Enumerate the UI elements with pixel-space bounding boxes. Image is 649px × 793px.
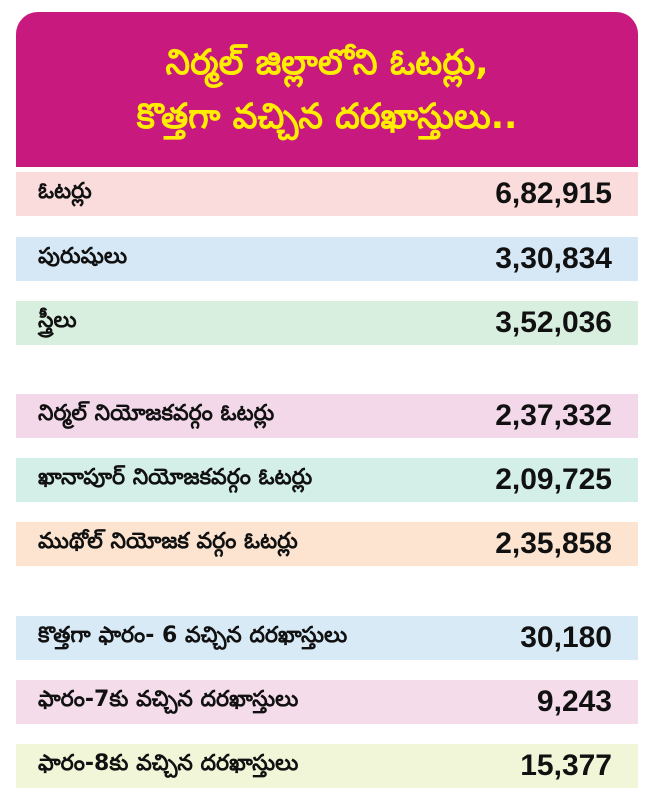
row-value: 2,09,725 [495, 463, 612, 496]
row-label: నిర్మల్ నియోజకవర్గం ఓటర్లు [38, 401, 275, 426]
row-label: ఫారం-8కు వచ్చిన దరఖాస్తులు [38, 751, 299, 776]
row-nirmal-constituency: నిర్మల్ నియోజకవర్గం ఓటర్లు 2,37,332 [16, 394, 638, 438]
row-total-voters: ఓటర్లు 6,82,915 [16, 172, 638, 216]
row-label: కొత్తగా ఫారం- 6 వచ్చిన దరఖాస్తులు [38, 623, 348, 648]
row-form6-applications: కొత్తగా ఫారం- 6 వచ్చిన దరఖాస్తులు 30,180 [16, 616, 638, 660]
row-value: 9,243 [536, 685, 612, 718]
row-female-voters: స్త్రీలు 3,52,036 [16, 301, 638, 345]
row-value: 30,180 [520, 621, 612, 654]
row-value: 2,35,858 [495, 527, 612, 560]
title-line-2: కొత్తగా వచ్చిన దరఖాస్తులు.. [136, 96, 518, 137]
row-value: 3,30,834 [495, 242, 612, 275]
row-mudhol-constituency: ముథోల్ నియోజక వర్గం ఓటర్లు 2,35,858 [16, 522, 638, 566]
row-label: ఫారం-7కు వచ్చిన దరఖాస్తులు [38, 687, 299, 712]
row-value: 2,37,332 [495, 399, 612, 432]
row-label: స్త్రీలు [38, 308, 77, 333]
row-label: పురుషులు [38, 244, 128, 269]
title-line-1: నిర్మల్ జిల్లాలోని ఓటర్లు, [165, 42, 489, 83]
row-label: ఖానాపూర్ నియోజకవర్గం ఓటర్లు [38, 465, 313, 490]
row-form7-applications: ఫారం-7కు వచ్చిన దరఖాస్తులు 9,243 [16, 680, 638, 724]
row-khanapur-constituency: ఖానాపూర్ నియోజకవర్గం ఓటర్లు 2,09,725 [16, 458, 638, 502]
row-label: ఓటర్లు [38, 179, 92, 204]
row-male-voters: పురుషులు 3,30,834 [16, 237, 638, 281]
title-banner: నిర్మల్ జిల్లాలోని ఓటర్లు, కొత్తగా వచ్చి… [16, 12, 638, 167]
row-value: 6,82,915 [495, 177, 612, 210]
row-form8-applications: ఫారం-8కు వచ్చిన దరఖాస్తులు 15,377 [16, 744, 638, 788]
row-label: ముథోల్ నియోజక వర్గం ఓటర్లు [38, 529, 298, 554]
row-value: 15,377 [520, 749, 612, 782]
row-value: 3,52,036 [495, 306, 612, 339]
